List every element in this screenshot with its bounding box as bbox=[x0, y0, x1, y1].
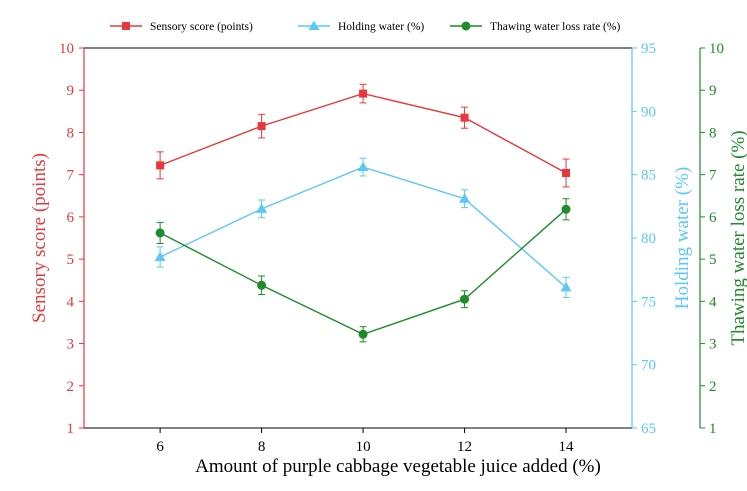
legend-marker bbox=[308, 20, 320, 30]
left-axis-tick-label: 8 bbox=[67, 125, 75, 141]
right-axis-1-tick-label: 90 bbox=[641, 104, 656, 120]
right-axis-1-tick-label: 65 bbox=[641, 421, 656, 437]
left-axis-tick-label: 2 bbox=[67, 379, 75, 395]
left-axis-tick-label: 10 bbox=[59, 41, 74, 57]
left-axis-tick-label: 4 bbox=[67, 294, 75, 310]
right-axis-2-tick-label: 5 bbox=[709, 252, 717, 268]
right-axis-2-tick-label: 8 bbox=[709, 125, 717, 141]
series-0-point bbox=[257, 122, 266, 131]
series-2-point bbox=[460, 294, 470, 304]
left-axis-tick-label: 6 bbox=[67, 210, 75, 226]
series-0-point bbox=[156, 161, 165, 170]
left-axis-tick-label: 3 bbox=[67, 337, 75, 353]
left-axis-tick-label: 9 bbox=[67, 83, 75, 99]
series-0-point bbox=[460, 113, 469, 122]
right-axis-1-tick-label: 95 bbox=[641, 41, 656, 57]
series-1-point bbox=[459, 193, 471, 203]
left-axis-title: Sensory score (points) bbox=[29, 153, 50, 323]
left-axis-tick-label: 7 bbox=[67, 168, 75, 184]
x-tick-label: 10 bbox=[356, 439, 371, 455]
series-0-point bbox=[562, 168, 571, 177]
left-axis-tick-label: 5 bbox=[67, 252, 75, 268]
legend-marker bbox=[122, 22, 130, 30]
right-axis-2-tick-label: 3 bbox=[709, 337, 717, 353]
series-2-point bbox=[561, 204, 571, 214]
series-0-point bbox=[359, 89, 368, 98]
x-tick-label: 8 bbox=[258, 439, 266, 455]
x-tick-label: 6 bbox=[156, 439, 164, 455]
series-1-line bbox=[159, 166, 567, 288]
right-axis-1-tick-label: 85 bbox=[641, 168, 656, 184]
right-axis-1-tick-label: 75 bbox=[641, 294, 656, 310]
right-axis-2-tick-label: 2 bbox=[709, 379, 717, 395]
right-axis-2-tick-label: 7 bbox=[709, 168, 717, 184]
left-axis-tick-label: 1 bbox=[67, 421, 75, 437]
x-axis-title: Amount of purple cabbage vegetable juice… bbox=[195, 456, 601, 477]
series-2-point bbox=[257, 280, 267, 290]
x-tick-label: 12 bbox=[457, 439, 472, 455]
series-1-point bbox=[560, 281, 572, 292]
series-1-point bbox=[256, 203, 268, 213]
right-axis-1-title: Holding water (%) bbox=[672, 167, 693, 309]
right-axis-2-tick-label: 9 bbox=[709, 83, 717, 99]
right-axis-1-tick-label: 70 bbox=[641, 358, 656, 374]
right-axis-2-tick-label: 4 bbox=[709, 294, 717, 310]
series-2-point bbox=[155, 228, 165, 238]
right-axis-2-tick-label: 10 bbox=[709, 41, 724, 57]
series-2-point bbox=[358, 329, 368, 339]
x-tick-label: 14 bbox=[559, 439, 575, 455]
series-1-point bbox=[357, 161, 369, 172]
series-1-point bbox=[154, 251, 166, 261]
legend-label: Thawing water loss rate (%) bbox=[490, 21, 620, 33]
legend-label: Holding water (%) bbox=[338, 21, 424, 33]
legend-marker bbox=[461, 21, 471, 31]
right-axis-1-tick-label: 80 bbox=[641, 231, 656, 247]
legend-label: Sensory score (points) bbox=[150, 21, 253, 33]
right-axis-2-tick-label: 6 bbox=[709, 210, 717, 226]
right-axis-2-tick-label: 1 bbox=[709, 421, 717, 437]
right-axis-2-title: Thawing water loss rate (%) bbox=[728, 130, 747, 345]
